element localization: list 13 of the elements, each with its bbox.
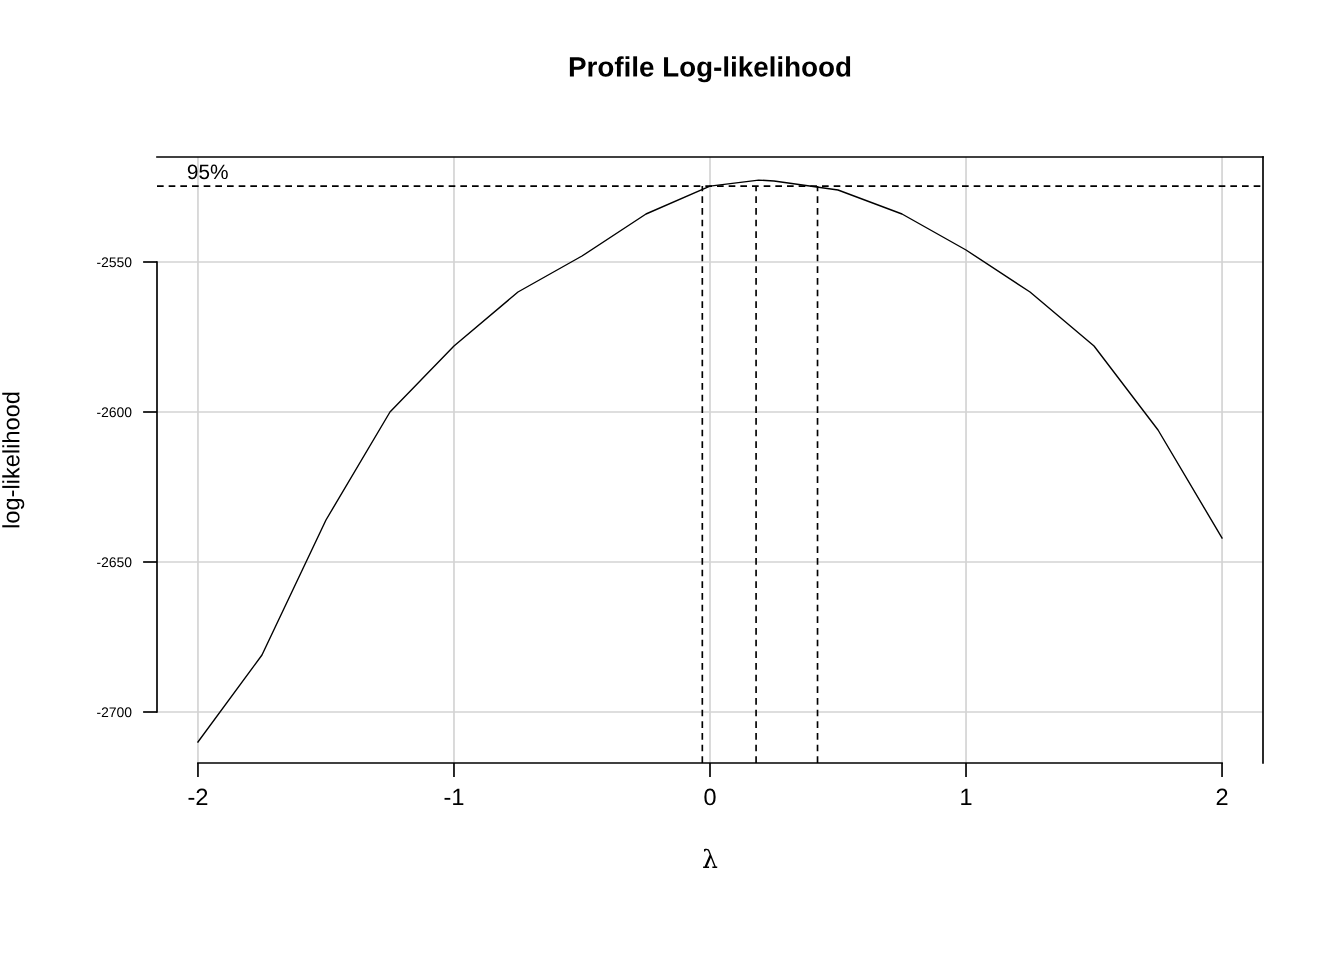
y-tick-label: -2650 xyxy=(97,557,132,568)
x-tick-label: 0 xyxy=(704,788,716,806)
x-axis-title: λ xyxy=(703,848,718,868)
annotation: 95% xyxy=(187,164,228,180)
y-tick-label: -2600 xyxy=(97,407,132,418)
y-axis-title: log-likelihood xyxy=(2,392,25,528)
x-tick-label: 2 xyxy=(1216,788,1228,806)
y-tick-label: -2550 xyxy=(97,257,132,268)
x-tick-label: 1 xyxy=(961,788,972,806)
y-tick-label: -2700 xyxy=(97,707,132,718)
x-tick-label: -2 xyxy=(188,788,208,806)
x-tick-label: -1 xyxy=(444,788,464,806)
chart-title: Profile Log-likelihood xyxy=(569,56,851,83)
